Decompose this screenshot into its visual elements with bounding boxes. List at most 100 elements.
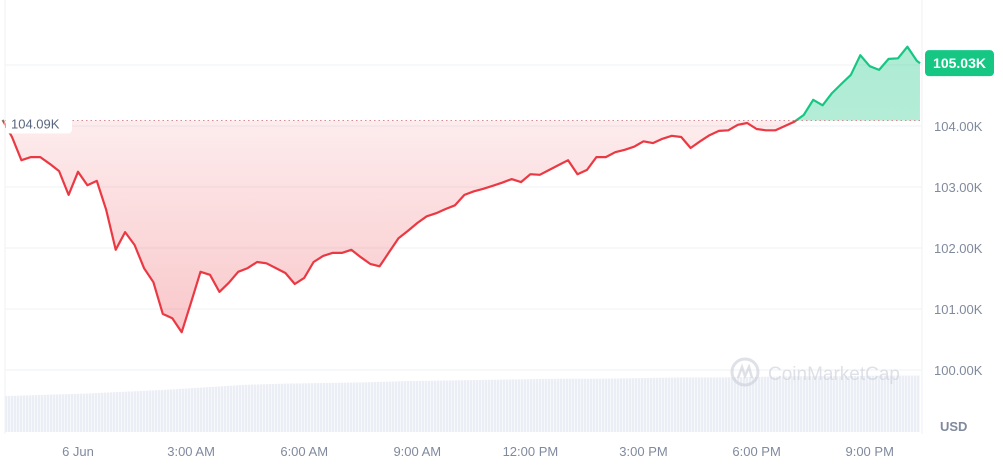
y-tick-label: 100.00K — [934, 363, 983, 378]
volume-bar — [317, 383, 320, 432]
volume-bar — [422, 380, 425, 432]
volume-bar — [119, 391, 122, 432]
volume-bar — [881, 375, 884, 432]
volume-bar — [887, 375, 890, 432]
volume-bar — [818, 376, 821, 432]
volume-bar — [908, 375, 911, 432]
volume-bar — [401, 381, 404, 432]
volume-bar — [878, 375, 881, 432]
volume-bar — [182, 388, 185, 432]
volume-bar — [344, 382, 347, 432]
volume-bar — [323, 383, 326, 432]
volume-bar — [608, 378, 611, 432]
volume-bar — [86, 393, 89, 432]
volume-bar — [353, 382, 356, 432]
volume-bar — [857, 375, 860, 432]
volume-bar — [14, 395, 17, 432]
volume-bar — [890, 375, 893, 432]
volume-bar — [896, 375, 899, 432]
volume-bar — [236, 385, 239, 432]
volume-bar — [791, 376, 794, 432]
volume-bar — [260, 384, 263, 432]
volume-bar — [20, 395, 23, 432]
volume-bar — [299, 383, 302, 432]
volume-bar — [839, 376, 842, 432]
volume-bar — [746, 377, 749, 432]
volume-bar — [251, 384, 254, 432]
volume-bar — [80, 393, 83, 432]
x-tick-label: 3:00 PM — [619, 444, 667, 459]
current-price-badge: 105.03K — [925, 50, 994, 77]
volume-bar — [302, 383, 305, 432]
volume-bar — [593, 378, 596, 432]
svg-text:105.03K: 105.03K — [933, 55, 986, 71]
volume-bar — [32, 395, 35, 432]
volume-bar — [482, 379, 485, 432]
volume-bar — [620, 378, 623, 432]
volume-bar — [329, 382, 332, 432]
volume-bar — [812, 376, 815, 432]
volume-bar — [644, 377, 647, 432]
volume-bar — [902, 375, 905, 432]
volume-bar — [338, 382, 341, 432]
volume-bar — [65, 394, 68, 432]
volume-bar — [647, 377, 650, 432]
volume-bar — [392, 381, 395, 432]
volume-bar — [449, 380, 452, 432]
x-tick-label: 6:00 AM — [280, 444, 328, 459]
volume-bar — [413, 380, 416, 432]
volume-bar — [653, 377, 656, 432]
volume-bar — [575, 378, 578, 432]
volume-bar — [359, 382, 362, 432]
volume-bar — [116, 392, 119, 432]
volume-bar — [821, 376, 824, 432]
volume-bar — [476, 380, 479, 432]
volume-bar — [518, 379, 521, 432]
volume-bar — [230, 385, 233, 432]
volume-bar — [107, 392, 110, 432]
volume-bar — [104, 392, 107, 432]
volume-bar — [254, 384, 257, 432]
volume-bar — [155, 390, 158, 432]
volume-bar — [320, 383, 323, 432]
volume-bar — [827, 376, 830, 432]
volume-bar — [587, 378, 590, 432]
volume-bar — [905, 375, 908, 432]
volume-bar — [356, 382, 359, 432]
volume-bar — [296, 383, 299, 432]
volume-bar — [143, 390, 146, 432]
volume-bar — [560, 378, 563, 432]
volume-bar — [287, 383, 290, 432]
volume-bar — [458, 380, 461, 432]
x-tick-label: 6 Jun — [62, 444, 94, 459]
volume-bar — [806, 376, 809, 432]
volume-bar — [815, 376, 818, 432]
volume-bar — [536, 379, 539, 432]
volume-bar — [41, 394, 44, 432]
volume-bar — [113, 392, 116, 432]
volume-bar — [347, 382, 350, 432]
watermark: CoinMarketCap — [730, 357, 900, 387]
volume-bar — [671, 377, 674, 432]
volume-bar — [314, 383, 317, 432]
volume-bar — [743, 377, 746, 432]
volume-bar — [803, 376, 806, 432]
volume-bar — [578, 378, 581, 432]
volume-bar — [599, 378, 602, 432]
volume-bar — [290, 383, 293, 432]
area-above-reference — [2, 46, 920, 121]
volume-bar — [128, 391, 131, 432]
volume-bar — [713, 377, 716, 432]
volume-bar — [410, 381, 413, 432]
volume-bar — [101, 392, 104, 432]
volume-bar — [659, 377, 662, 432]
volume-bar — [77, 393, 80, 432]
volume-bar — [26, 395, 29, 432]
volume-bar — [125, 391, 128, 432]
volume-bar — [377, 381, 380, 432]
volume-bar — [734, 377, 737, 432]
volume-bar — [662, 377, 665, 432]
volume-bar — [164, 389, 167, 432]
volume-bar — [383, 381, 386, 432]
